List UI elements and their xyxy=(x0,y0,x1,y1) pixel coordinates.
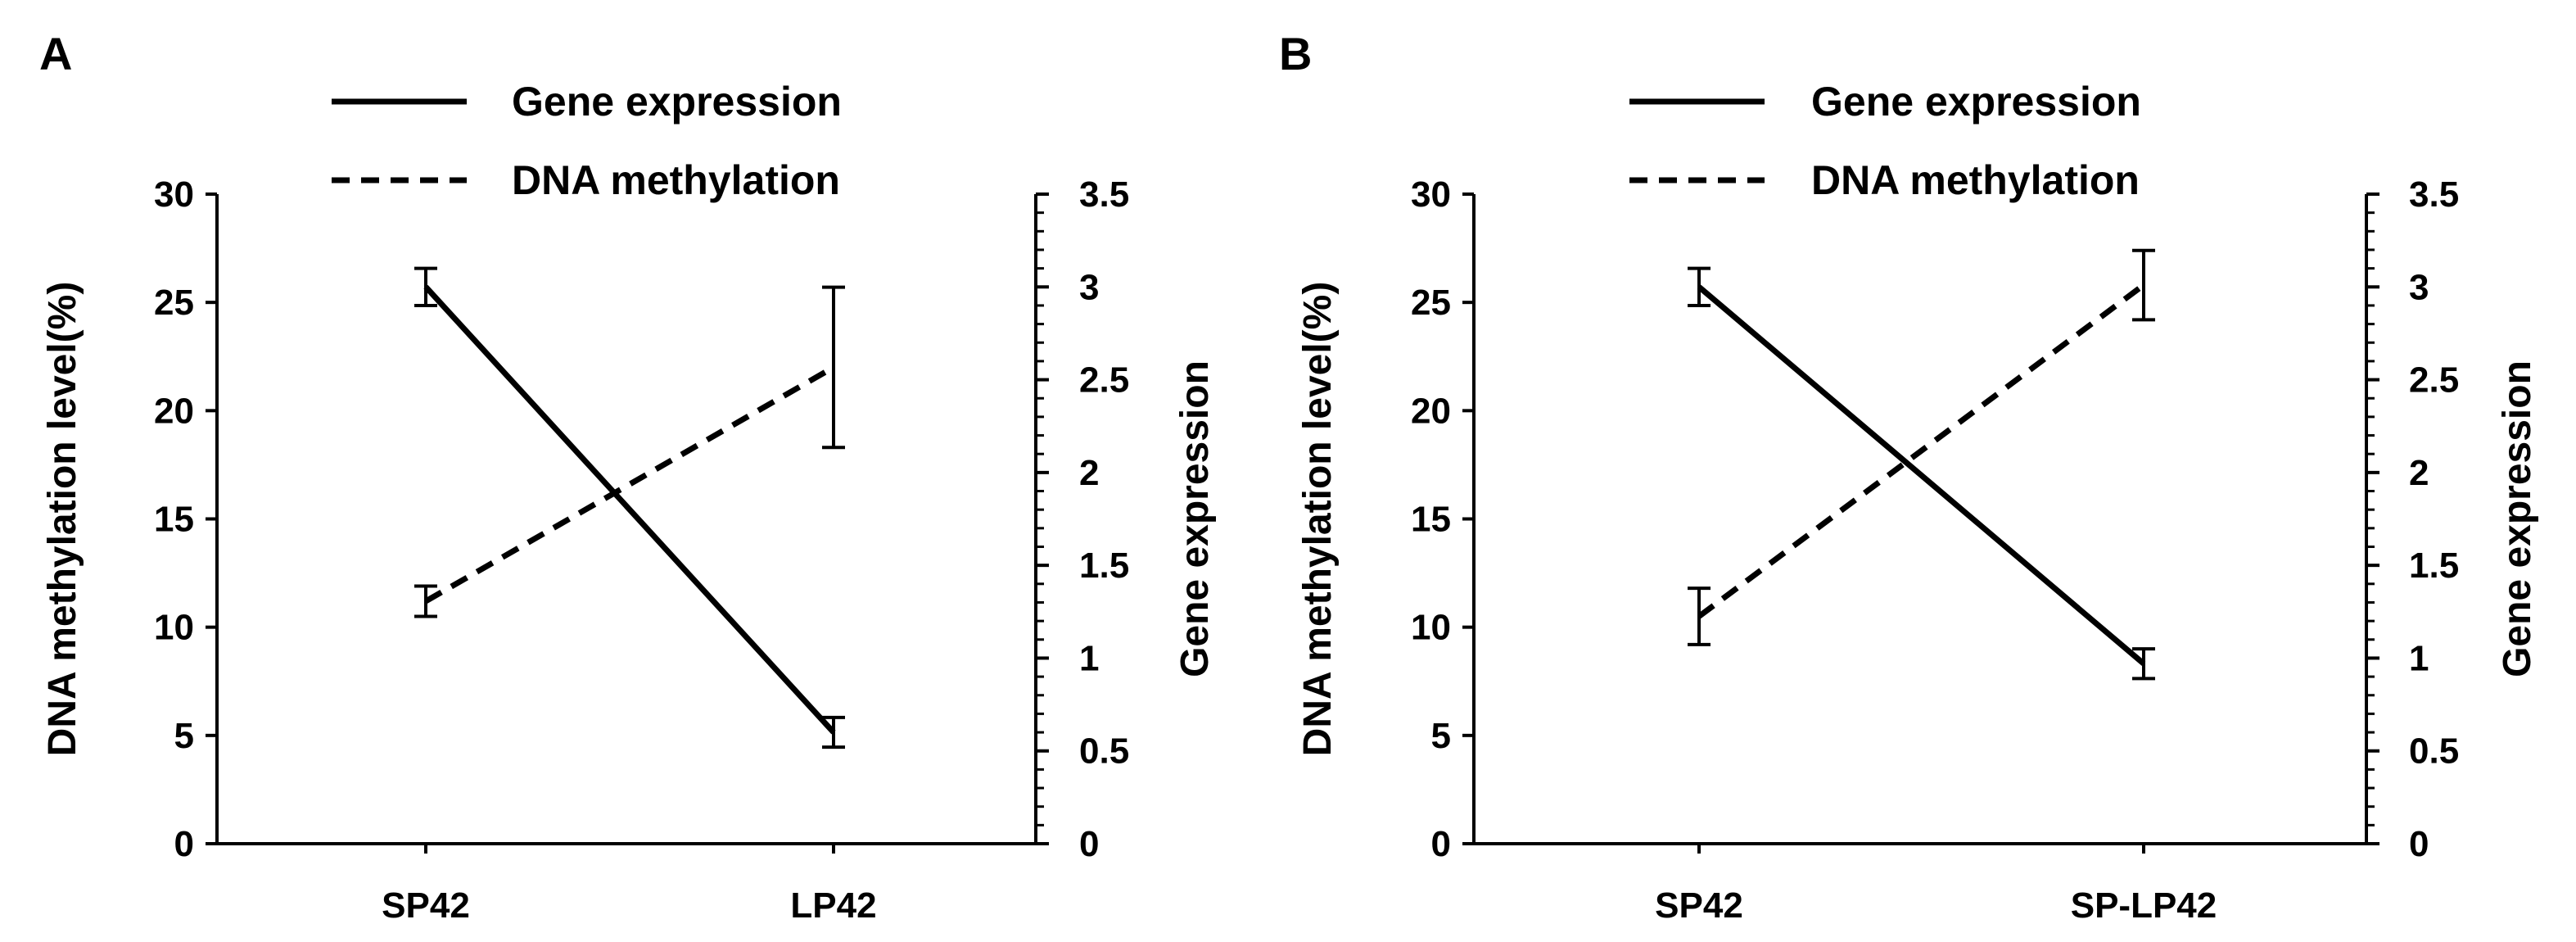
legend-label: DNA methylation xyxy=(1811,157,2140,203)
left-axis-title: DNA methylation level(%) xyxy=(1296,282,1340,757)
right-axis-title: Gene expression xyxy=(1173,360,1217,677)
panel-letter: A xyxy=(39,28,72,79)
right-tick-label: 1 xyxy=(1079,638,1099,678)
gene-expression-line xyxy=(423,284,836,735)
error-bar xyxy=(414,584,437,618)
right-tick-label: 1 xyxy=(2409,638,2429,678)
right-tick-label: 3.5 xyxy=(1079,174,1129,215)
right-axis-title: Gene expression xyxy=(2496,360,2539,677)
x-tick-label: SP42 xyxy=(382,885,470,926)
left-tick-label: 20 xyxy=(154,391,194,431)
left-tick-label: 15 xyxy=(154,500,194,540)
error-bar xyxy=(2132,647,2155,681)
right-tick-label: 1.5 xyxy=(2409,546,2459,586)
error-bar xyxy=(1688,586,1711,646)
legend-label: DNA methylation xyxy=(512,157,840,203)
right-tick-label: 1.5 xyxy=(1079,546,1129,586)
right-tick-label: 3.5 xyxy=(2409,174,2459,215)
x-tick-label: SP42 xyxy=(1655,885,1743,926)
x-tick-label: SP-LP42 xyxy=(2071,885,2217,926)
left-tick-label: 0 xyxy=(174,824,194,864)
error-bar xyxy=(414,266,437,307)
gene-expression-line xyxy=(1697,284,2146,666)
left-tick-label: 25 xyxy=(1411,283,1451,323)
right-tick-label: 3 xyxy=(2409,267,2429,307)
right-tick-label: 2.5 xyxy=(2409,360,2459,401)
left-tick-label: 30 xyxy=(154,174,194,215)
left-tick-label: 10 xyxy=(154,608,194,648)
error-bar xyxy=(822,715,845,750)
left-axis-title: DNA methylation level(%) xyxy=(41,282,84,757)
left-tick-label: 5 xyxy=(174,716,194,756)
left-tick-label: 15 xyxy=(1411,500,1451,540)
left-tick-label: 5 xyxy=(1431,716,1451,756)
right-tick-label: 0 xyxy=(2409,824,2429,864)
panel-b: B 0 5 10 15 20 25 30 0 0.5 1 1.5 2 2.5 3 3.5 SP42 SP-LP42… xyxy=(1279,28,2539,926)
dna-methylation-line xyxy=(424,365,835,604)
right-tick-label: 0 xyxy=(1079,824,1099,864)
dna-methylation-line xyxy=(1697,283,2146,619)
x-tick-label: LP42 xyxy=(790,885,876,926)
left-tick-label: 25 xyxy=(154,283,194,323)
right-tick-label: 0.5 xyxy=(2409,731,2459,772)
error-bar xyxy=(2132,248,2155,322)
right-tick-label: 2 xyxy=(1079,453,1099,493)
right-tick-label: 2.5 xyxy=(1079,360,1129,401)
right-tick-label: 3 xyxy=(1079,267,1099,307)
error-bar xyxy=(822,285,845,450)
left-tick-label: 0 xyxy=(1431,824,1451,864)
left-tick-label: 10 xyxy=(1411,608,1451,648)
right-tick-label: 2 xyxy=(2409,453,2429,493)
error-bar xyxy=(1688,266,1711,307)
left-tick-label: 30 xyxy=(1411,174,1451,215)
right-tick-label: 0.5 xyxy=(1079,731,1129,772)
panel-letter: B xyxy=(1279,28,1312,79)
left-tick-label: 20 xyxy=(1411,391,1451,431)
legend-label: Gene expression xyxy=(512,79,842,125)
panel-a: A 0 5 10 15 20 25 30 0 0.5 1 1.5 2 2.5 3 3.5 SP42 LP42 DNA… xyxy=(39,28,1217,926)
legend-label: Gene expression xyxy=(1811,79,2141,125)
